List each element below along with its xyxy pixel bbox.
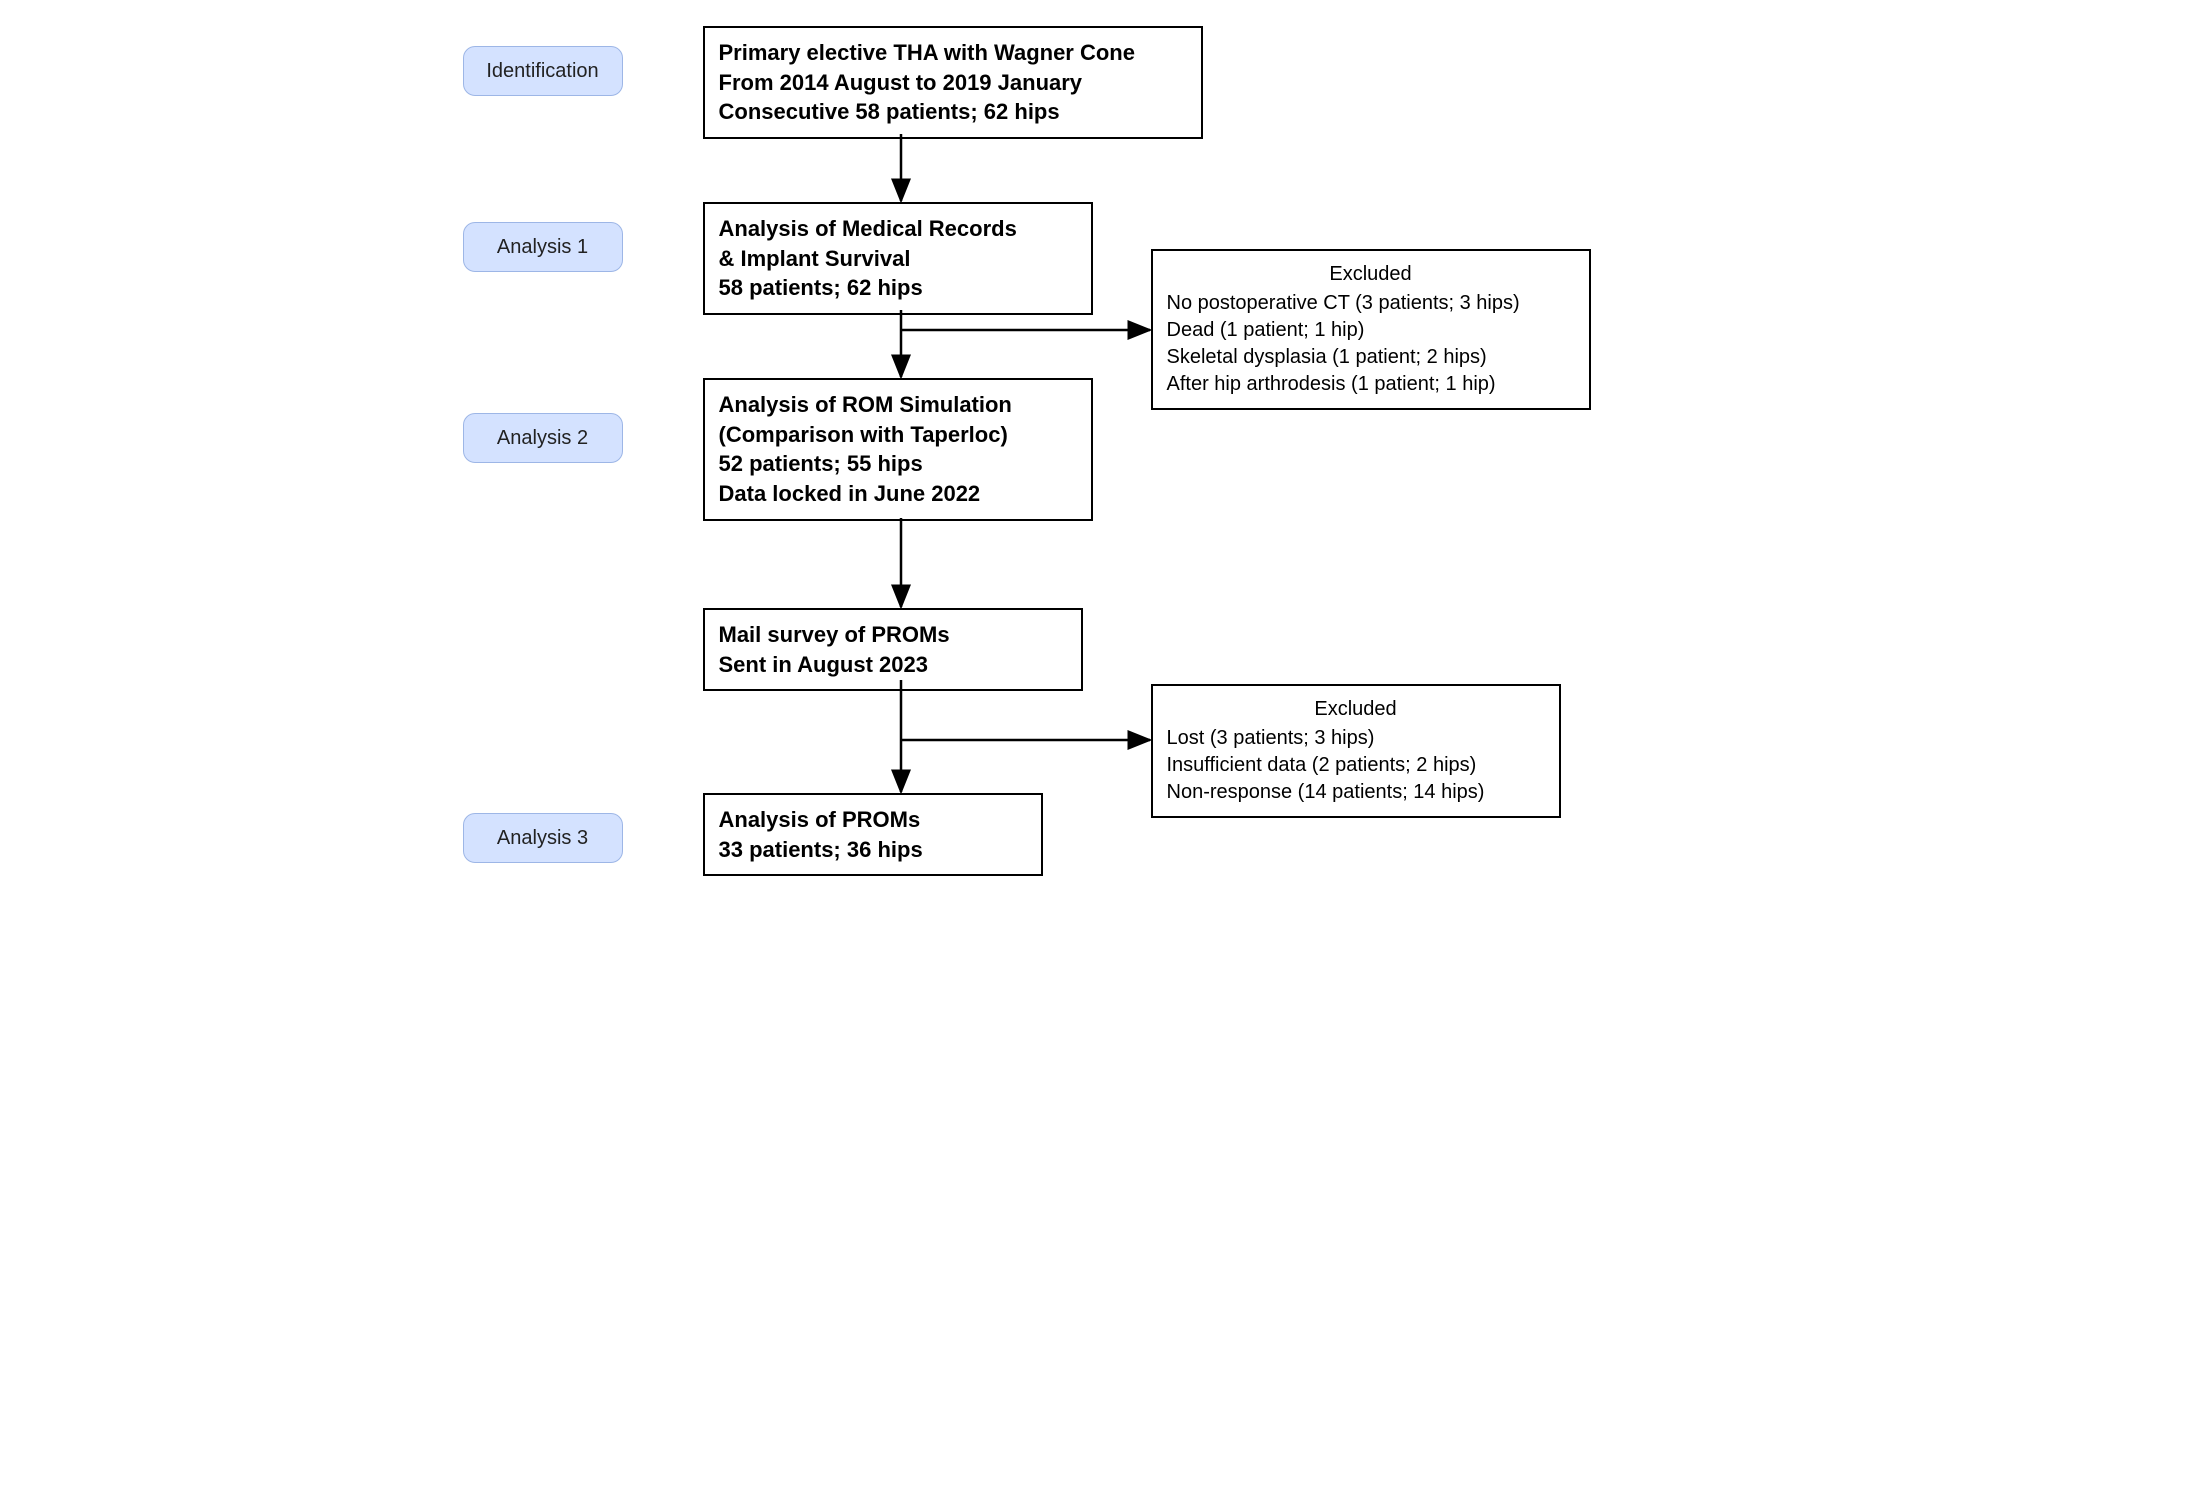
mail-survey-box: Mail survey of PROMs Sent in August 2023: [703, 608, 1083, 691]
phase-analysis-2: Analysis 2: [463, 413, 623, 463]
analysis1-box: Analysis of Medical Records & Implant Su…: [703, 202, 1093, 315]
box-line: From 2014 August to 2019 January: [719, 68, 1187, 98]
phase-analysis-1: Analysis 1: [463, 222, 623, 272]
phase-label: Identification: [486, 60, 598, 83]
analysis3-box: Analysis of PROMs 33 patients; 36 hips: [703, 793, 1043, 876]
box-line: Analysis of PROMs: [719, 805, 1027, 835]
box-line: Insufficient data (2 patients; 2 hips): [1167, 752, 1545, 779]
box-line: 33 patients; 36 hips: [719, 835, 1027, 865]
excluded-box-1: Excluded No postoperative CT (3 patients…: [1151, 249, 1591, 410]
analysis2-box: Analysis of ROM Simulation (Comparison w…: [703, 378, 1093, 521]
box-line: No postoperative CT (3 patients; 3 hips): [1167, 290, 1575, 317]
box-line: After hip arthrodesis (1 patient; 1 hip): [1167, 371, 1575, 398]
box-line: Sent in August 2023: [719, 650, 1067, 680]
box-line: Primary elective THA with Wagner Cone: [719, 38, 1187, 68]
identification-box: Primary elective THA with Wagner Cone Fr…: [703, 26, 1203, 139]
box-line: 52 patients; 55 hips: [719, 449, 1077, 479]
phase-identification: Identification: [463, 46, 623, 96]
phase-label: Analysis 2: [497, 427, 588, 450]
box-line: Lost (3 patients; 3 hips): [1167, 725, 1545, 752]
box-line: Consecutive 58 patients; 62 hips: [719, 97, 1187, 127]
box-line: Data locked in June 2022: [719, 479, 1077, 509]
box-line: Analysis of ROM Simulation: [719, 390, 1077, 420]
box-line: Dead (1 patient; 1 hip): [1167, 317, 1575, 344]
box-line: Analysis of Medical Records: [719, 214, 1077, 244]
box-line: Skeletal dysplasia (1 patient; 2 hips): [1167, 344, 1575, 371]
box-line: (Comparison with Taperloc): [719, 420, 1077, 450]
flowchart-root: Identification Analysis 1 Analysis 2 Ana…: [453, 20, 1753, 900]
excluded-box-2: Excluded Lost (3 patients; 3 hips) Insuf…: [1151, 684, 1561, 818]
box-line: & Implant Survival: [719, 244, 1077, 274]
phase-label: Analysis 3: [497, 827, 588, 850]
excluded-title: Excluded: [1167, 261, 1575, 288]
box-line: Mail survey of PROMs: [719, 620, 1067, 650]
box-line: 58 patients; 62 hips: [719, 273, 1077, 303]
box-line: Non-response (14 patients; 14 hips): [1167, 779, 1545, 806]
phase-analysis-3: Analysis 3: [463, 813, 623, 863]
excluded-title: Excluded: [1167, 696, 1545, 723]
phase-label: Analysis 1: [497, 236, 588, 259]
